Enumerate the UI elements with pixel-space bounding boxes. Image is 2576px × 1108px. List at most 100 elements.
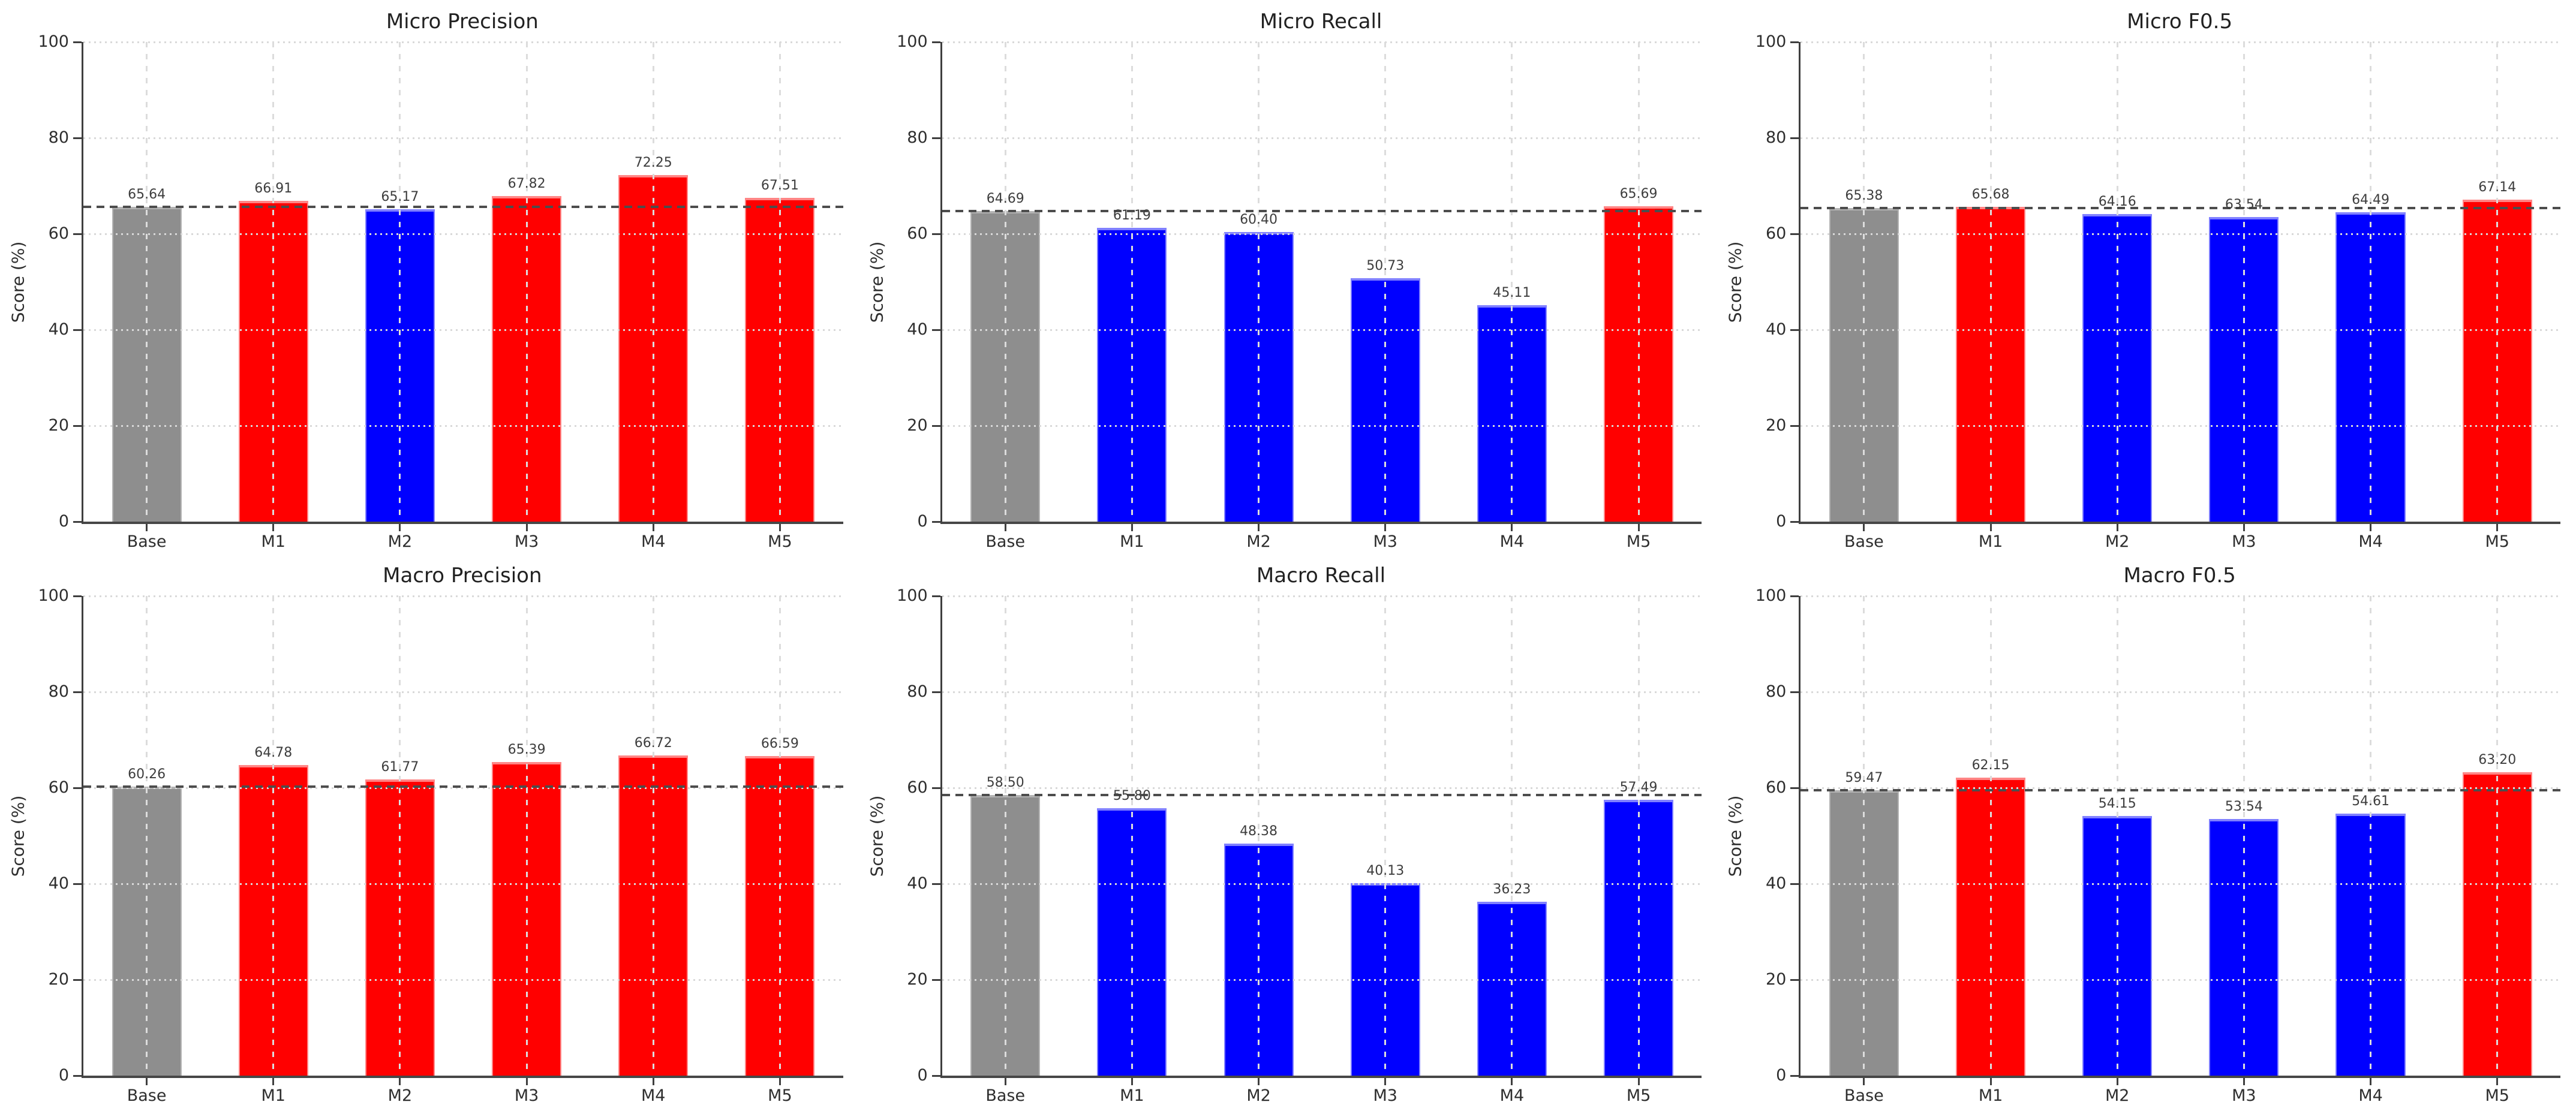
bar-value-label: 45.11 [1493, 285, 1531, 301]
bar-value-label: 54.61 [2352, 794, 2390, 809]
x-tick-label: M5 [1626, 1086, 1651, 1105]
y-tick-label: 100 [897, 32, 928, 51]
bar-value-label: 64.69 [986, 191, 1024, 207]
x-tick-mark [778, 1078, 781, 1085]
y-tick-label: 20 [48, 416, 69, 435]
y-tick-mark [73, 520, 82, 523]
x-tick-mark [2496, 524, 2499, 531]
y-tick-mark [73, 424, 82, 427]
y-axis-label: Score (%) [8, 241, 28, 323]
y-tick-mark [931, 424, 940, 427]
baseline-reference-line [83, 785, 843, 788]
x-tick-label: M3 [514, 532, 539, 551]
vertical-gridline [2116, 42, 2118, 522]
x-tick-mark [1258, 524, 1260, 531]
x-tick-label: M5 [1626, 532, 1651, 551]
vertical-gridline [1384, 42, 1387, 522]
x-tick-label: M1 [1978, 1086, 2003, 1105]
x-tick-mark [399, 524, 401, 531]
x-tick-mark [2496, 1078, 2499, 1085]
y-tick-mark [73, 595, 82, 597]
y-tick-mark [73, 329, 82, 331]
horizontal-gridline [1801, 691, 2560, 693]
x-tick-label: M1 [1120, 1086, 1144, 1105]
y-tick-mark [73, 41, 82, 43]
y-tick-label: 60 [907, 778, 928, 797]
horizontal-gridline [83, 424, 843, 427]
x-tick-label: M3 [2232, 532, 2256, 551]
x-tick-label: Base [127, 532, 167, 551]
x-tick-label: M3 [2232, 1086, 2256, 1105]
y-tick-mark [73, 787, 82, 789]
bar-value-label: 61.77 [381, 759, 419, 775]
x-tick-mark [146, 524, 148, 531]
y-tick-label: 40 [1765, 320, 1787, 339]
horizontal-gridline [942, 424, 1702, 427]
x-tick-mark [1637, 1078, 1640, 1085]
y-tick-label: 60 [1765, 224, 1787, 243]
x-tick-mark [1863, 524, 1865, 531]
plot-area: 0 20 40 60 80 100 60.26 Base 64.78 M1 61.77 M2 65.39… [38, 586, 843, 1105]
y-tick-mark [1790, 691, 1799, 693]
x-tick-mark [1384, 524, 1387, 531]
horizontal-gridline [1801, 233, 2560, 235]
x-tick-mark [272, 524, 275, 531]
vertical-gridline [652, 596, 654, 1076]
vertical-gridline [1258, 596, 1260, 1076]
bar-value-label: 64.49 [2352, 192, 2390, 208]
y-tick-label: 0 [917, 512, 928, 531]
bar-value-label: 65.17 [381, 189, 419, 204]
bar-value-label: 67.82 [507, 176, 546, 192]
vertical-gridline [1989, 596, 1992, 1076]
y-tick-label: 60 [48, 778, 69, 797]
horizontal-gridline [83, 233, 843, 235]
horizontal-gridline [83, 329, 843, 331]
horizontal-gridline [83, 41, 843, 43]
y-tick-mark [1790, 1074, 1799, 1077]
vertical-gridline [1131, 42, 1133, 522]
y-tick-label: 60 [1765, 778, 1787, 797]
x-tick-mark [1511, 1078, 1513, 1085]
x-tick-label: M2 [387, 532, 413, 551]
vertical-gridline [1384, 596, 1387, 1076]
y-tick-label: 20 [907, 970, 928, 989]
y-tick-mark [73, 1074, 82, 1077]
horizontal-gridline [942, 233, 1702, 235]
bar-value-label: 64.78 [254, 745, 293, 760]
horizontal-gridline [942, 137, 1702, 139]
vertical-gridline [146, 42, 148, 522]
y-tick-mark [73, 691, 82, 693]
vertical-gridline [2243, 42, 2245, 522]
vertical-gridline [778, 596, 781, 1076]
y-tick-label: 80 [48, 682, 69, 701]
y-tick-label: 40 [907, 874, 928, 893]
horizontal-gridline [83, 978, 843, 981]
horizontal-gridline [83, 883, 843, 885]
y-tick-mark [1790, 329, 1799, 331]
bar-value-label: 61.19 [1113, 208, 1151, 224]
x-tick-label: M5 [2485, 1086, 2509, 1105]
x-tick-label: M2 [1246, 1086, 1271, 1105]
baseline-reference-line [1801, 206, 2560, 209]
chart-micro-recall: Micro Recall Score (%) 0 20 40 60 80 100 64.69… [859, 0, 1718, 554]
x-tick-label: Base [1844, 532, 1884, 551]
bar-value-label: 65.38 [1845, 188, 1883, 203]
plot-area: 0 20 40 60 80 100 59.47 Base 62.15 M1 54.15 M2 53.54… [1756, 586, 2560, 1105]
y-tick-mark [1790, 41, 1799, 43]
horizontal-gridline [1801, 787, 2560, 789]
x-tick-label: M3 [1373, 532, 1397, 551]
bar-value-label: 60.40 [1240, 212, 1278, 227]
horizontal-gridline [83, 787, 843, 789]
y-tick-label: 80 [907, 128, 928, 147]
horizontal-gridline [942, 329, 1702, 331]
chart-title: Micro F0.5 [2127, 10, 2233, 34]
x-tick-mark [2116, 524, 2118, 531]
y-axis-label: Score (%) [8, 795, 28, 877]
horizontal-gridline [83, 137, 843, 139]
horizontal-gridline [1801, 41, 2560, 43]
vertical-gridline [399, 42, 401, 522]
x-tick-mark [1863, 1078, 1865, 1085]
y-axis-label: Score (%) [1725, 795, 1745, 877]
bar-value-label: 62.15 [1971, 757, 2010, 773]
